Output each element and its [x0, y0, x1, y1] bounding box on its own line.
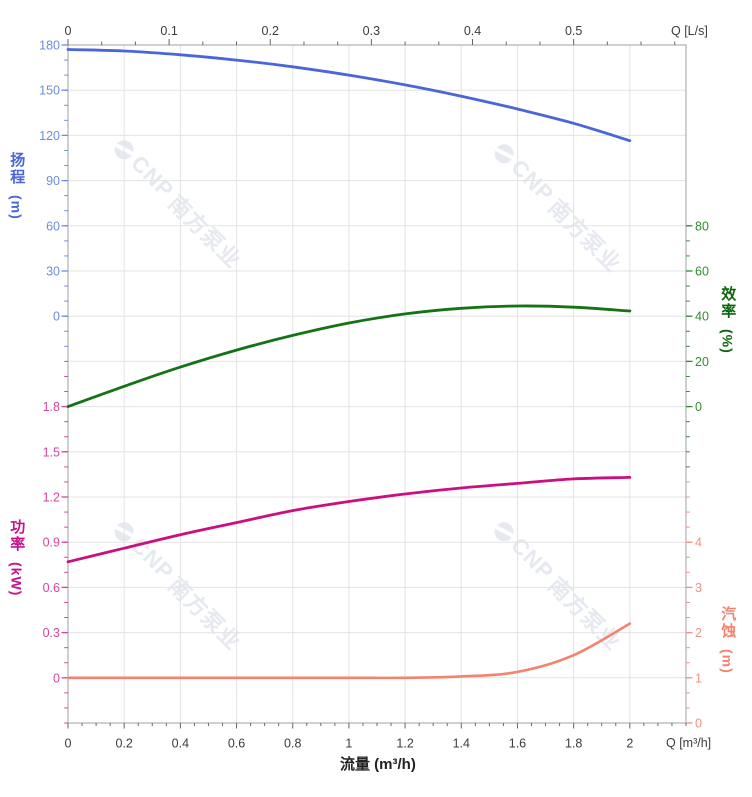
npsh-curve	[66, 622, 632, 680]
bottom-tick-label: 0.8	[284, 737, 301, 751]
efficiency-tick-label: 80	[695, 219, 709, 233]
top-tick-label: 0	[65, 24, 72, 38]
npsh-tick-label: 3	[695, 581, 702, 595]
power-tick-label: 0.3	[43, 626, 60, 640]
plot-frame	[67, 44, 687, 724]
npsh-axis-label: 汽蚀	[719, 606, 737, 640]
npsh-tick-label: 0	[695, 717, 702, 731]
head-axis-unit: (m)	[8, 195, 25, 220]
efficiency-tick-label: 0	[695, 400, 702, 414]
top-tick-label: 0.3	[363, 24, 380, 38]
bottom-tick-label: 0.2	[115, 737, 132, 751]
top-tick-label: 0.2	[262, 24, 279, 38]
efficiency-tick-label: 20	[695, 355, 709, 369]
head-tick-label: 120	[39, 129, 60, 143]
npsh-axis-title: 汽蚀 (m)	[719, 606, 736, 674]
top-tick-label: 0.1	[160, 24, 177, 38]
curves	[66, 48, 632, 680]
power-curve	[66, 476, 632, 564]
top-axis-ticks	[67, 39, 676, 45]
bottom-axis-unit-label: Q [m³/h]	[666, 736, 712, 750]
bottom-tick-label: 0.6	[228, 737, 245, 751]
power-tick-label: 1.8	[43, 400, 60, 414]
head-tick-label: 90	[46, 174, 60, 188]
flow-axis-title: 流量 (m³/h)	[340, 756, 416, 773]
npsh-tick-label: 4	[695, 536, 702, 550]
head-tick-label: 60	[46, 219, 60, 233]
top-axis-unit-label: Q [L/s]	[671, 24, 708, 38]
efficiency-curve	[66, 304, 632, 408]
head-tick-label: 0	[53, 310, 60, 324]
head-tick-label: 30	[46, 265, 60, 279]
npsh-axis-unit: (m)	[719, 649, 736, 674]
power-tick-label: 0.6	[43, 581, 60, 595]
right-axis-ticks	[686, 225, 693, 724]
power-axis-label: 功率	[8, 519, 26, 553]
power-tick-label: 1.5	[43, 445, 60, 459]
efficiency-tick-label: 60	[695, 265, 709, 279]
bottom-tick-label: 1.2	[396, 737, 413, 751]
head-axis-title: 扬程 (m)	[8, 152, 25, 220]
head-curve	[66, 48, 632, 143]
bottom-axis-ticks	[67, 723, 687, 729]
bottom-tick-label: 2	[626, 737, 633, 751]
head-tick-label: 180	[39, 39, 60, 53]
efficiency-axis-unit: (%)	[719, 329, 736, 354]
efficiency-tick-label: 40	[695, 310, 709, 324]
power-axis-title: 功率 (kW)	[8, 519, 25, 596]
bottom-tick-label: 0	[65, 737, 72, 751]
gridlines	[67, 44, 687, 724]
bottom-tick-label: 1.4	[453, 737, 470, 751]
power-tick-label: 0	[53, 671, 60, 685]
npsh-tick-label: 1	[695, 671, 702, 685]
head-tick-label: 150	[39, 84, 60, 98]
left-axis-ticks	[61, 44, 68, 724]
power-tick-label: 0.9	[43, 536, 60, 550]
bottom-tick-label: 1	[345, 737, 352, 751]
head-axis-label: 扬程	[8, 152, 26, 186]
bottom-tick-label: 0.4	[172, 737, 189, 751]
efficiency-axis-label: 效率	[719, 286, 737, 320]
top-tick-label: 0.5	[565, 24, 582, 38]
bottom-tick-label: 1.6	[509, 737, 526, 751]
efficiency-axis-title: 效率 (%)	[719, 286, 736, 354]
bottom-tick-label: 1.8	[565, 737, 582, 751]
top-tick-label: 0.4	[464, 24, 481, 38]
power-tick-label: 1.2	[43, 491, 60, 505]
npsh-tick-label: 2	[695, 626, 702, 640]
power-axis-unit: (kW)	[8, 562, 25, 597]
